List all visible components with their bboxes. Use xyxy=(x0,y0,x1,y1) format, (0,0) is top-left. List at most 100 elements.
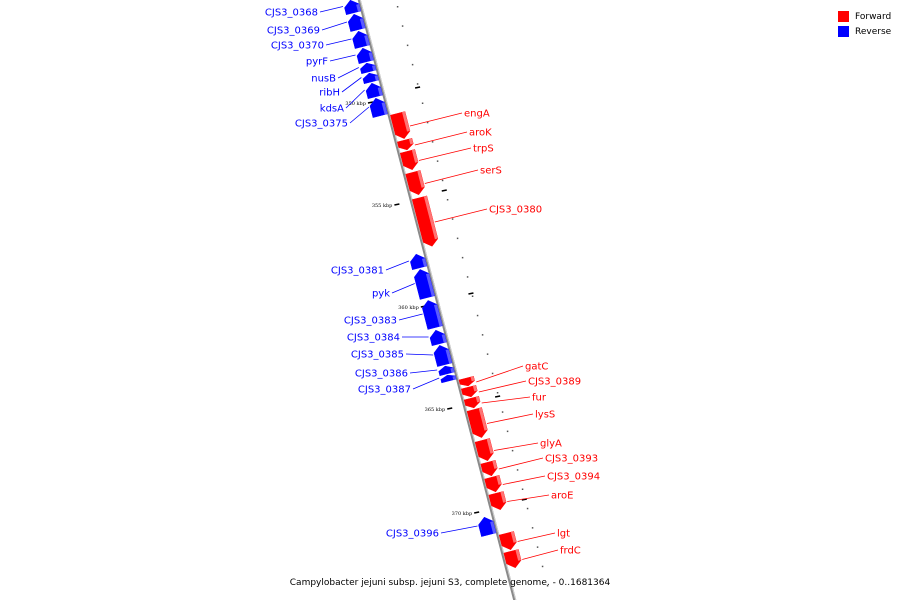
gene-lgt xyxy=(498,531,517,551)
gene-shade xyxy=(359,18,366,29)
gene-shade xyxy=(408,138,414,145)
gene-label: CJS3_0383 xyxy=(344,316,397,327)
gene-arrow xyxy=(461,384,478,398)
leader-line xyxy=(440,525,478,534)
leader-line xyxy=(476,365,524,383)
major-tick-right xyxy=(494,395,501,398)
gene-arrow xyxy=(356,47,374,64)
tick-label: 355 kbp xyxy=(372,203,393,209)
gene-label: pyrF xyxy=(306,57,328,68)
gene-label: aroK xyxy=(469,128,492,139)
minor-tick xyxy=(446,199,449,201)
gene-label: CJS3_0393 xyxy=(545,454,598,465)
gene-pyk xyxy=(414,269,435,300)
gene-arrow xyxy=(347,13,366,32)
major-tick-right xyxy=(441,189,447,192)
leader-line xyxy=(478,380,527,393)
leader-line xyxy=(481,396,531,404)
gene-glyA xyxy=(474,438,494,461)
gene-shade xyxy=(364,35,370,46)
gene-CJS3_0375 xyxy=(369,97,388,118)
gene-CJS3_0380 xyxy=(411,195,439,247)
minor-tick xyxy=(421,102,424,104)
gene-arrow xyxy=(440,374,457,384)
gene-label: CJS3_0380 xyxy=(489,205,542,216)
gene-shade xyxy=(425,273,435,297)
gene-label: ribH xyxy=(319,88,340,99)
gene-label: CJS3_0389 xyxy=(528,377,581,388)
forward-swatch xyxy=(838,11,849,22)
gene-label: engA xyxy=(464,109,490,120)
gene-shade xyxy=(417,170,425,188)
leader-line xyxy=(391,283,415,294)
gene-engA xyxy=(390,111,411,139)
leader-line xyxy=(412,377,440,390)
gene-label: CJS3_0386 xyxy=(355,369,408,380)
gene-label: trpS xyxy=(473,144,494,155)
gene-CJS3_0383 xyxy=(422,300,443,330)
minor-tick xyxy=(496,392,499,394)
major-tick-right xyxy=(468,292,474,295)
gene-arrow xyxy=(429,329,447,346)
minor-tick xyxy=(396,6,399,8)
leader-line xyxy=(398,313,423,321)
leader-line xyxy=(498,457,544,470)
minor-tick xyxy=(546,585,549,587)
label-group: CJS3_0368 CJS3_0369 CJS3_0370 pyrF nusB ribH k… xyxy=(265,6,600,560)
minor-tick xyxy=(451,218,454,220)
leader-line xyxy=(507,494,550,502)
gene-label: CJS3_0396 xyxy=(386,529,439,540)
minor-tick xyxy=(506,430,509,433)
gene-shade xyxy=(486,438,494,454)
leader-line xyxy=(319,6,344,13)
leader-line xyxy=(341,77,362,93)
gene-label: pyk xyxy=(372,289,390,300)
leader-line xyxy=(434,208,488,223)
gene-CJS3_0385 xyxy=(433,345,453,367)
minor-tick xyxy=(436,160,439,162)
legend: Forward Reverse xyxy=(838,9,891,39)
leader-line xyxy=(329,54,356,62)
gene-shade xyxy=(374,75,379,81)
gene-shade xyxy=(492,460,498,469)
tick-label: 370 kbp xyxy=(452,511,473,517)
minor-tick xyxy=(481,334,484,336)
gene-shade xyxy=(433,304,443,327)
leader-line xyxy=(493,442,539,451)
gene-label: fur xyxy=(532,393,547,404)
gene-label: lgt xyxy=(557,529,570,540)
gene-group xyxy=(344,0,522,569)
major-tick-left xyxy=(394,203,400,206)
legend-label-forward: Forward xyxy=(855,11,892,22)
gene-CJS3_0394 xyxy=(484,475,502,493)
major-tick-left xyxy=(474,511,480,514)
gene-shade xyxy=(402,111,410,132)
gene-label: CJS3_0368 xyxy=(265,8,318,19)
gene-label: nusB xyxy=(311,74,336,85)
gene-label: CJS3_0385 xyxy=(351,350,404,361)
gene-arrow xyxy=(463,395,481,409)
gene-label: lysS xyxy=(535,410,555,421)
leader-line xyxy=(424,169,479,184)
leader-line xyxy=(517,532,556,542)
gene-shade xyxy=(475,396,481,403)
major-tick-right xyxy=(414,86,421,89)
gene-arrow xyxy=(344,0,362,15)
gene-lysS xyxy=(466,407,488,438)
gene-label: CJS3_0394 xyxy=(547,472,600,483)
minor-tick xyxy=(476,314,479,317)
gene-pyrF xyxy=(356,47,374,64)
gene-ribH xyxy=(362,72,380,85)
gene-CJS3_0369 xyxy=(347,13,366,32)
minor-tick xyxy=(526,507,529,510)
gene-shade xyxy=(372,65,377,71)
gene-CJS3_0384 xyxy=(429,329,447,346)
gene-shade xyxy=(452,375,457,380)
minor-tick xyxy=(406,44,409,47)
gene-fur xyxy=(463,395,481,409)
legend-label-reverse: Reverse xyxy=(855,26,892,37)
minor-tick xyxy=(471,295,474,297)
backbone-group xyxy=(357,0,517,600)
gene-label: glyA xyxy=(540,439,562,450)
gene-shade xyxy=(411,149,419,163)
